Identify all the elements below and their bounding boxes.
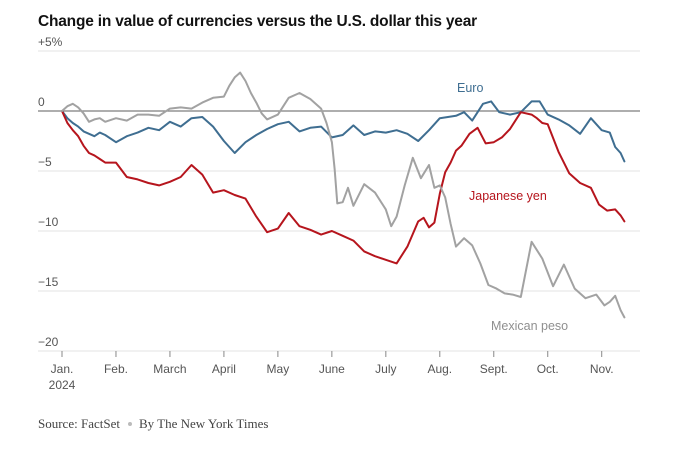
x-tick-label: Aug. [427, 362, 452, 376]
x-tick-year-label: 2024 [49, 378, 76, 392]
series-label-mexican-peso: Mexican peso [491, 319, 568, 333]
series-lines [61, 71, 626, 319]
y-tick-label: −20 [38, 335, 59, 349]
credit-text: By The New York Times [138, 416, 269, 431]
y-tick-label: −15 [38, 275, 59, 289]
x-tick-label: March [153, 362, 186, 376]
x-tick-label: April [212, 362, 236, 376]
chart-title: Change in value of currencies versus the… [38, 13, 477, 30]
x-tick-label: Sept. [480, 362, 508, 376]
series-line-mexican-peso [61, 71, 626, 319]
series-line-japanese-yen [61, 110, 626, 265]
y-tick-label: 0 [38, 95, 45, 109]
y-axis-ticks: +5% 0 −5 −10 −15 −20 [38, 35, 63, 349]
series-line-euro [61, 100, 626, 163]
series-label-japanese-yen: Japanese yen [469, 189, 547, 203]
separator-dot [127, 422, 132, 427]
source-text: Source: FactSet [38, 416, 120, 431]
x-tick-label: Oct. [537, 362, 559, 376]
x-tick-label: July [375, 362, 396, 376]
x-axis-ticks: Jan. Feb. March April May June July Aug. Sept. Oc… [49, 351, 614, 392]
series-labels: Euro Japanese yen Mexican peso [457, 81, 568, 333]
x-tick-label: Feb. [104, 362, 128, 376]
chart-footer: Source: FactSet By The New York Times [38, 416, 268, 432]
series-label-euro: Euro [457, 81, 483, 95]
x-tick-label: Nov. [590, 362, 614, 376]
y-tick-label: +5% [38, 35, 63, 49]
x-tick-label: May [267, 362, 290, 376]
gridlines [38, 50, 640, 352]
x-tick-label: Jan. [51, 362, 74, 376]
line-chart: +5% 0 −5 −10 −15 −20 Jan. Feb. March April May Jun… [38, 35, 640, 392]
y-tick-label: −10 [38, 215, 59, 229]
y-tick-label: −5 [38, 155, 52, 169]
x-tick-label: June [319, 362, 345, 376]
